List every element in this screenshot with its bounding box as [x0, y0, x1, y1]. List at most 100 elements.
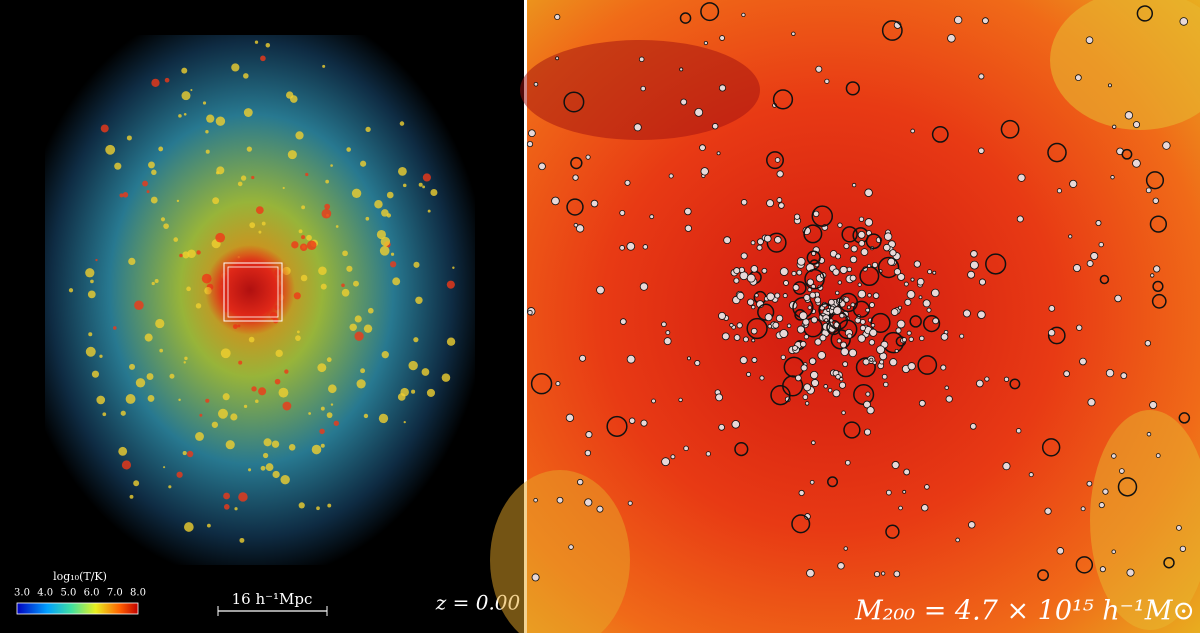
- subhalo: [683, 445, 689, 452]
- halo: [90, 279, 94, 284]
- halo: [183, 112, 187, 116]
- subhalo: [839, 313, 845, 319]
- subhalo: [1068, 234, 1073, 239]
- halo: [376, 229, 386, 240]
- halo: [251, 175, 255, 180]
- halo: [178, 114, 182, 118]
- subhalo: [1075, 556, 1094, 574]
- subhalo: [910, 277, 915, 282]
- subhalo: [877, 256, 900, 279]
- halo: [163, 223, 169, 230]
- subhalo: [823, 384, 828, 389]
- halo: [318, 266, 327, 276]
- subhalo: [870, 323, 876, 328]
- subhalo: [739, 356, 748, 365]
- halo: [205, 398, 210, 403]
- halo: [95, 258, 98, 262]
- halo: [215, 116, 226, 126]
- subhalo: [904, 298, 912, 306]
- subhalo: [1144, 340, 1152, 347]
- filament: [1090, 410, 1200, 630]
- subhalo: [867, 293, 872, 298]
- subhalo: [700, 2, 720, 22]
- subhalo: [782, 293, 788, 299]
- subhalo: [1112, 124, 1117, 129]
- subhalo: [649, 214, 655, 220]
- subhalo: [909, 315, 922, 328]
- halo: [118, 446, 128, 456]
- subhalo: [678, 397, 683, 403]
- subhalo: [857, 231, 866, 239]
- halo: [134, 300, 144, 311]
- subhalo: [970, 250, 978, 258]
- subhalo: [585, 154, 591, 160]
- subhalo: [846, 266, 853, 273]
- subhalo: [1151, 293, 1167, 309]
- colorbar-tick-label: 3.0: [14, 588, 30, 599]
- subhalo: [849, 274, 857, 282]
- halo: [68, 288, 74, 293]
- subhalo: [931, 288, 940, 298]
- subhalo: [1121, 148, 1133, 160]
- subhalo: [829, 318, 834, 323]
- subhalo: [864, 218, 874, 227]
- halo: [176, 199, 180, 203]
- subhalo: [917, 355, 938, 375]
- subhalo: [924, 484, 930, 490]
- subhalo: [1126, 568, 1135, 577]
- subhalo: [731, 420, 740, 429]
- subhalo: [872, 292, 880, 299]
- subhalo: [723, 236, 732, 245]
- subhalo: [862, 358, 870, 366]
- halo: [249, 222, 256, 229]
- subhalo: [837, 280, 842, 285]
- subhalo: [921, 504, 929, 512]
- subhalo: [766, 199, 775, 208]
- subhalos: [526, 2, 1191, 582]
- subhalo: [1017, 173, 1026, 182]
- subhalo: [947, 34, 956, 43]
- subhalo: [855, 357, 876, 378]
- halo: [122, 192, 129, 198]
- subhalo: [824, 318, 829, 323]
- panel-divider: [524, 0, 527, 633]
- subhalo: [796, 325, 805, 334]
- subhalo: [661, 457, 671, 467]
- halo: [275, 349, 283, 358]
- halo: [237, 181, 243, 187]
- halo: [403, 420, 406, 424]
- halo: [441, 373, 451, 382]
- subhalo: [857, 334, 866, 343]
- halo: [360, 368, 366, 374]
- subhalo: [840, 347, 849, 357]
- halo: [168, 485, 172, 489]
- subhalo: [684, 207, 692, 216]
- subhalo: [969, 260, 979, 270]
- halo: [179, 253, 183, 258]
- subhalo: [1119, 468, 1125, 474]
- subhalo: [742, 336, 749, 343]
- subhalo: [1124, 111, 1134, 120]
- subhalo: [889, 358, 898, 367]
- filament: [490, 470, 630, 633]
- subhalo: [927, 269, 933, 275]
- subhalo: [846, 305, 851, 310]
- subhalo: [792, 284, 800, 291]
- subhalo: [850, 245, 858, 253]
- subhalo: [757, 238, 764, 246]
- subhalo: [910, 128, 916, 134]
- subhalo: [1162, 141, 1171, 150]
- subhalo: [746, 371, 752, 377]
- subhalo: [868, 339, 876, 346]
- halo: [173, 237, 179, 242]
- halo: [85, 268, 95, 278]
- halo: [129, 363, 136, 370]
- subhalo: [836, 338, 842, 344]
- subhalo: [851, 182, 857, 188]
- subhalo: [901, 337, 907, 343]
- halo: [282, 401, 292, 411]
- subhalo: [894, 348, 899, 354]
- subhalo: [766, 232, 787, 253]
- halo: [363, 413, 369, 419]
- subhalo: [866, 406, 875, 415]
